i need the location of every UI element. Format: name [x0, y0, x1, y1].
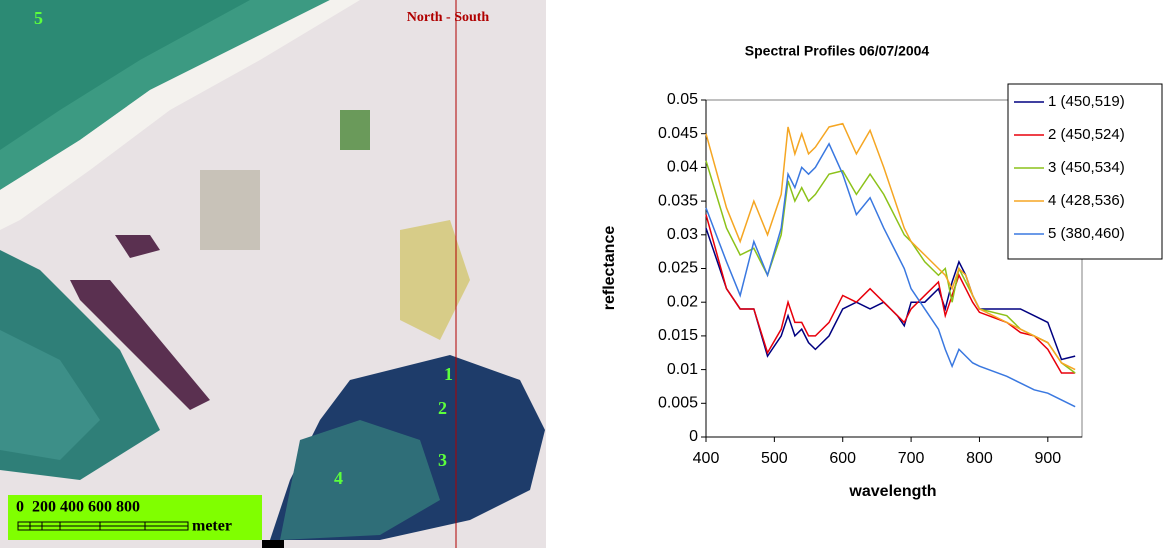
legend-label: 4 (428,536)	[1048, 192, 1125, 209]
x-tick-label: 900	[1034, 450, 1061, 467]
x-tick-label: 400	[693, 450, 720, 467]
x-tick-label: 600	[829, 450, 856, 467]
legend-label: 1 (450,519)	[1048, 93, 1125, 110]
legend-label: 3 (450,534)	[1048, 159, 1125, 176]
scale-label: 0 200 400 600 800	[16, 499, 140, 516]
legend-label: 5 (380,460)	[1048, 225, 1125, 242]
scale-unit: meter	[192, 518, 232, 535]
x-axis-label: wavelength	[848, 483, 936, 500]
chart: Spectral Profiles 06/07/2004 wavelength …	[601, 43, 1163, 500]
satellite-image: North - South 1 2 3 4 5 0 200 400 600 80…	[0, 0, 546, 548]
y-tick-label: 0.045	[658, 125, 698, 142]
y-tick-label: 0.005	[658, 395, 698, 412]
point-label: 1	[444, 364, 453, 384]
series-line	[705, 160, 1076, 374]
y-axis-label: reflectance	[601, 226, 618, 311]
series-line	[705, 122, 1076, 371]
line-label: North - South	[407, 10, 490, 25]
point-label: 2	[438, 398, 447, 418]
y-tick-label: 0.015	[658, 327, 698, 344]
point-label: 5	[34, 8, 43, 28]
y-tick-label: 0.05	[667, 91, 698, 108]
y-tick-label: 0.02	[667, 293, 698, 310]
point-label: 4	[334, 468, 343, 488]
series-line	[705, 214, 1076, 374]
x-tick-label: 800	[966, 450, 993, 467]
y-tick-label: 0.035	[658, 192, 698, 209]
legend-box	[1007, 83, 1163, 260]
point-label: 3	[438, 450, 447, 470]
series-line	[705, 142, 1076, 408]
x-tick-label: 500	[761, 450, 788, 467]
chart-title: Spectral Profiles 06/07/2004	[745, 43, 930, 59]
x-tick-label: 700	[898, 450, 925, 467]
y-tick-label: 0.025	[658, 260, 698, 277]
y-tick-label: 0.03	[667, 226, 698, 243]
legend-label: 2 (450,524)	[1048, 126, 1125, 143]
y-tick-label: 0.04	[667, 159, 698, 176]
y-tick-label: 0	[689, 428, 698, 445]
y-tick-label: 0.01	[667, 361, 698, 378]
